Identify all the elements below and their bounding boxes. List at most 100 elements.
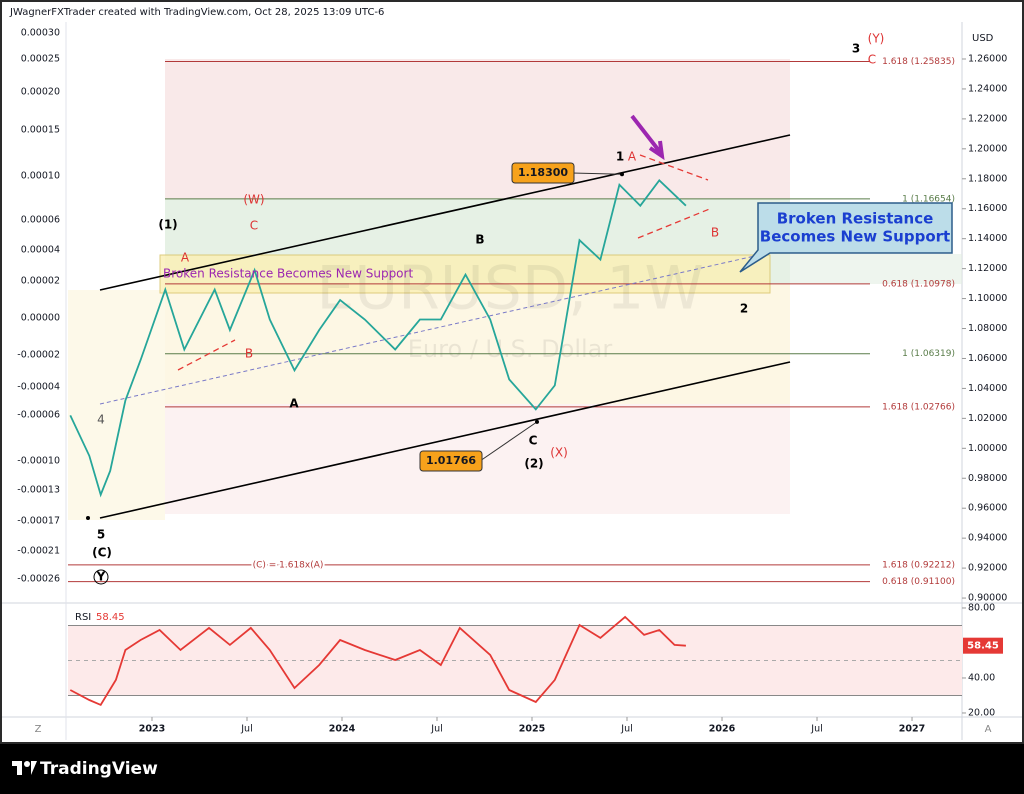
rsi-title: RSI — [75, 612, 91, 623]
left-axis-label: -0.00006 — [17, 410, 60, 421]
zone — [165, 59, 790, 199]
zone — [68, 290, 165, 520]
x-tick-label: Jul — [430, 724, 442, 735]
dashed-line — [177, 339, 236, 371]
y-tick-label: 0.94000 — [968, 533, 1007, 544]
corner-right: A — [985, 724, 992, 735]
header: JWagnerFXTrader created with TradingView… — [9, 7, 384, 18]
callout-text: Becomes New Support — [760, 228, 950, 246]
left-axis-label: 0.00015 — [21, 125, 60, 136]
y-tick-label: 1.10000 — [968, 293, 1007, 304]
price-tag — [511, 162, 575, 184]
rsi-tick-label: 80.00 — [968, 602, 995, 613]
y-tick-label: 1.22000 — [968, 113, 1007, 124]
fib-label: 1 (1.06319) — [902, 349, 955, 359]
corner-left: Z — [35, 724, 42, 735]
left-axis-label: 0.00025 — [21, 54, 60, 65]
channel-line — [99, 134, 791, 291]
wave-label: (C) — [92, 546, 112, 560]
x-tick-label: Jul — [620, 724, 632, 735]
wave-label: C — [250, 219, 258, 233]
band-text: Broken Resistance Becomes New Support — [163, 267, 413, 281]
left-axis-label: 0.00030 — [21, 28, 60, 39]
fib-label: 1.618 (1.25835) — [882, 57, 955, 67]
series-line — [69, 615, 686, 707]
left-axis-label: 0.00002 — [21, 276, 60, 287]
x-tick-label: Jul — [240, 724, 252, 735]
wave-label: (2) — [524, 457, 543, 471]
price-tag — [419, 450, 483, 472]
watermark: EURUSD, 1W — [316, 254, 703, 324]
left-axis-label: -0.00021 — [17, 546, 60, 557]
y-tick-label: 1.06000 — [968, 353, 1007, 364]
x-tick-label: 2025 — [519, 724, 545, 735]
wave-label: A — [181, 251, 190, 265]
trend-line — [99, 247, 791, 405]
left-axis-label: 0.00006 — [21, 215, 60, 226]
series-line — [69, 178, 687, 498]
price-tag-label: 1.01766 — [426, 454, 476, 467]
wave-label: (X) — [550, 446, 568, 460]
wave-label: Y — [96, 570, 106, 584]
y-tick-label: 1.16000 — [968, 203, 1007, 214]
y-tick-label: 0.92000 — [968, 563, 1007, 574]
x-tick-label: 2027 — [899, 724, 925, 735]
price-tag-label: 1.18300 — [518, 166, 568, 179]
zone — [790, 254, 962, 284]
channel-line — [99, 361, 791, 519]
watermark-sub: Euro / U.S. Dollar — [408, 335, 613, 363]
y-tick-label: 1.14000 — [968, 233, 1007, 244]
fib-label: 0.618 (0.91100) — [882, 577, 955, 587]
wave-label: (Y) — [868, 32, 885, 46]
rsi-band — [68, 625, 962, 696]
wave-label: 3 — [852, 42, 860, 56]
currency: USD — [972, 33, 994, 44]
tag-leader — [479, 421, 538, 462]
left-axis-label: -0.00004 — [17, 382, 60, 393]
left-axis-label: -0.00010 — [17, 456, 60, 467]
footer-bar — [0, 744, 1024, 794]
rsi-value: 58.45 — [96, 612, 125, 623]
left-axis-label: 0.00010 — [21, 171, 60, 182]
tag-leader — [571, 172, 623, 175]
left-axis-label: -0.00002 — [17, 350, 60, 361]
y-tick-label: 1.04000 — [968, 383, 1007, 394]
wave-label: (W) — [243, 193, 264, 207]
wave-label: 5 — [97, 528, 105, 542]
wave-circle — [93, 569, 109, 585]
left-axis-label: -0.00017 — [17, 516, 60, 527]
y-tick-label: 1.08000 — [968, 323, 1007, 334]
fib-note: (C) = 1.618x(A) — [253, 560, 324, 570]
wave-label: B — [245, 347, 253, 361]
rsi-tick-label: 40.00 — [968, 672, 995, 683]
x-tick-label: 2026 — [709, 724, 736, 735]
logo-mark — [17, 761, 22, 775]
x-tick-label: 2024 — [329, 724, 356, 735]
wave-label: 2 — [740, 302, 748, 316]
left-axis-label: 0.00000 — [21, 313, 60, 324]
x-tick-label: 2023 — [139, 724, 165, 735]
wave-label: (1) — [158, 218, 177, 232]
logo-mark — [24, 761, 30, 767]
fib-label: 0.618 (1.10978) — [882, 279, 955, 289]
wave-label: 4 — [97, 413, 105, 427]
arrow — [630, 114, 665, 161]
tag-point — [535, 419, 539, 424]
left-axis-label: -0.00026 — [17, 574, 60, 585]
wave-label: A — [628, 150, 637, 164]
pivot-dot — [86, 516, 90, 520]
wave-label: 1 — [616, 150, 624, 164]
y-tick-label: 1.00000 — [968, 443, 1007, 454]
x-tick-label: Jul — [810, 724, 822, 735]
rsi-value-tag — [963, 637, 1003, 654]
fib-label: 1.618 (0.92212) — [882, 560, 955, 570]
dashed-line — [639, 154, 709, 181]
wave-label: B — [711, 226, 719, 240]
wave-label: A — [289, 397, 299, 411]
rsi-tick-label: 20.00 — [968, 707, 995, 718]
wave-label: B — [475, 233, 484, 247]
wave-label: C — [529, 434, 538, 448]
left-axis-label: 0.00004 — [21, 245, 60, 256]
tag-point — [620, 172, 624, 177]
